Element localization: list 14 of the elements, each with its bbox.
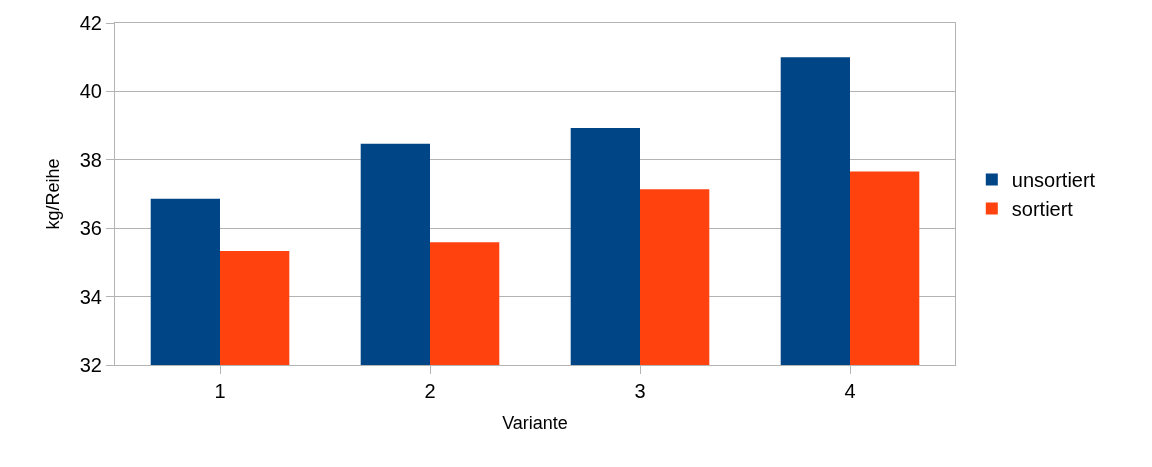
y-tick-label: 36 — [79, 217, 102, 240]
y-tick-label: 40 — [79, 80, 102, 103]
y-tick-label: 34 — [79, 285, 102, 308]
x-tick-label: 2 — [424, 380, 436, 402]
x-axis-title: Variante — [502, 413, 568, 434]
x-tick-label: 1 — [214, 380, 226, 402]
legend-label: unsortiert — [1011, 169, 1096, 192]
x-tick-label: 4 — [844, 380, 856, 402]
legend-label: sortiert — [1011, 198, 1074, 221]
y-tick-label: 32 — [79, 354, 102, 376]
y-tick-label: 42 — [79, 12, 102, 34]
y-tick-label: 38 — [79, 148, 102, 171]
y-axis-title: kg/Reihe — [42, 158, 63, 230]
x-tick-label: 3 — [634, 380, 646, 402]
